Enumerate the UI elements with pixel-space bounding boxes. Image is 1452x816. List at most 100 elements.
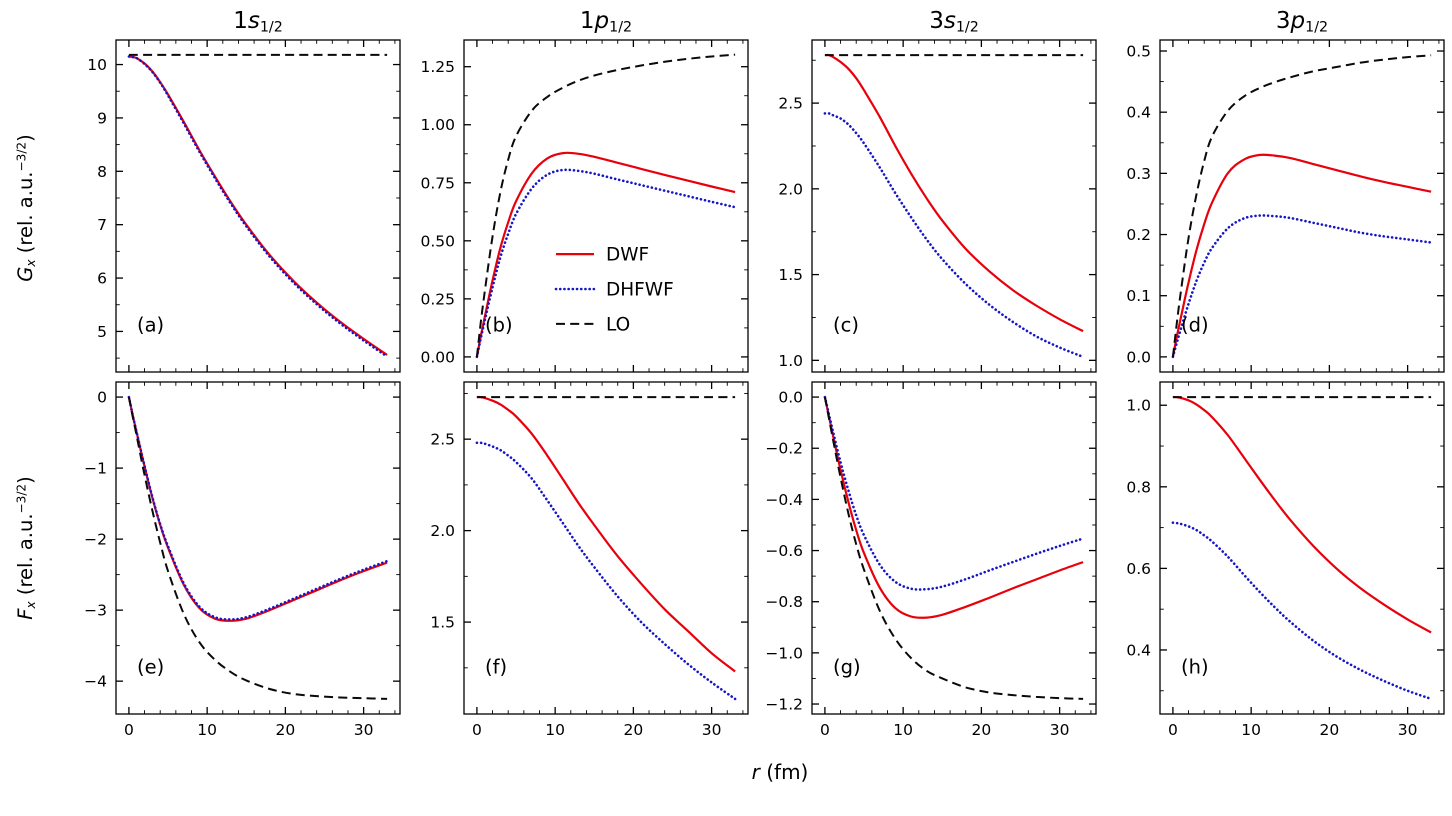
curve-lo-d (1171, 54, 1432, 358)
curve-dwf-b (475, 151, 736, 358)
text-segment: x (24, 601, 39, 609)
legend-label-dwf: DWF (606, 245, 649, 266)
curve-dhfwf-f (475, 441, 737, 701)
y-axis-label-bottom: Fx (rel. a.u.−3/2) (14, 476, 38, 619)
curve-dhfwf-c (823, 111, 1085, 359)
text-segment: s (943, 8, 956, 34)
y-tick-label: −1.2 (765, 696, 803, 714)
y-tick-label: 1.5 (430, 614, 455, 632)
text-segment: 1/2 (955, 19, 979, 36)
panels-grid: 1s1/2 5 6 7 8 9 10 (a) 1p1/2 0.00 0.25 0.50 0.75 1.00… (60, 6, 1452, 754)
y-tick-label: 1.0 (778, 352, 803, 370)
panel-e-plot: 0 −1 −2 −3 −4 0 10 20 30 (e) (84, 381, 401, 739)
axes-frame (1159, 381, 1445, 715)
y-tick-label: −0.6 (765, 542, 803, 560)
panel-cell-d: 3p1/2 0.0 0.1 0.2 0.3 0.4 0.5 (d) (1104, 6, 1452, 374)
text-segment: 1/2 (609, 19, 633, 36)
x-tick-label: 30 (1050, 721, 1070, 739)
y-tick-label: 0.1 (1126, 287, 1151, 305)
panel-letter-g: (g) (833, 655, 861, 678)
y-tick-label: 0.0 (1126, 348, 1151, 366)
text-segment: −3/2 (14, 483, 29, 514)
panel-title-a: 1s1/2 (84, 6, 432, 38)
text-segment: s (247, 8, 260, 34)
curves-group (127, 53, 389, 358)
y-tick-label: 0 (97, 389, 107, 407)
axes-frame (463, 381, 749, 715)
curves-group (1171, 54, 1433, 359)
text-segment: −3/2 (14, 141, 29, 172)
y-tick-label: 0.4 (1126, 104, 1151, 122)
x-tick-label: 20 (276, 721, 296, 739)
tick-labels-group: 1.5 2.0 2.5 0 10 20 30 (430, 431, 721, 739)
y-axis-label-top: Gx (rel. a.u.−3/2) (14, 134, 38, 281)
x-axis-label: r (fm) (752, 760, 809, 784)
text-segment: 1 (233, 8, 248, 34)
curves-group (475, 53, 737, 359)
y-tick-label: 0.5 (1126, 43, 1151, 61)
curve-dhfwf-g (823, 395, 1085, 591)
text-segment: p (594, 8, 610, 34)
y-tick-label: 0.25 (420, 290, 455, 308)
panel-cell-e: 0 −1 −2 −3 −4 0 10 20 30 (e) (60, 380, 408, 754)
curve-dhfwf-e (127, 395, 389, 621)
panel-letter-f: (f) (485, 655, 507, 678)
panel-letter-a: (a) (137, 313, 164, 336)
text-segment: x (24, 259, 39, 267)
text-segment: 1 (579, 8, 595, 34)
tick-labels-group: 0.0 −0.2 −0.4 −0.6 −0.8 −1.0 −1.2 0 10 20 30 (765, 389, 1069, 739)
text-segment: (fm) (759, 760, 809, 784)
tick-labels-group: 0.00 0.25 0.50 0.75 1.00 1.25 (420, 58, 455, 366)
panel-cell-b: 1p1/2 0.00 0.25 0.50 0.75 1.00 1.25 (b) DWF DHFWF… (408, 6, 756, 374)
y-tick-label: 0.75 (420, 174, 455, 192)
y-tick-label: 0.6 (1126, 560, 1151, 578)
panel-b-plot: 0.00 0.25 0.50 0.75 1.00 1.25 (b) DWF DHFWF LO (420, 39, 749, 373)
y-tick-label: −0.2 (765, 440, 803, 458)
text-segment: p (1290, 8, 1306, 34)
y-tick-label: 0.4 (1126, 641, 1151, 659)
y-tick-label: 2.5 (430, 431, 455, 449)
text-segment: 1/2 (1305, 19, 1329, 36)
curve-dwf-g (823, 396, 1084, 619)
text-segment: (rel. a.u. (13, 171, 37, 260)
curves-group (1171, 395, 1433, 701)
x-tick-label: 0 (472, 721, 482, 739)
y-tick-label: 0.00 (420, 348, 455, 366)
x-tick-label: 30 (1398, 721, 1418, 739)
y-tick-label: −4 (84, 673, 107, 691)
tick-labels-group: 0.4 0.6 0.8 1.0 0 10 20 30 (1126, 397, 1417, 739)
curve-dwf-f (476, 395, 736, 673)
panel-cell-g: 0.0 −0.2 −0.4 −0.6 −0.8 −1.0 −1.2 0 10 20 30 (g) (756, 380, 1104, 754)
y-tick-label: 0.0 (778, 389, 803, 407)
ticks-group (116, 40, 400, 372)
y-tick-label: 7 (97, 216, 107, 234)
curve-dwf-e (127, 396, 388, 622)
text-segment: ) (13, 476, 37, 484)
text-segment: 1/2 (259, 19, 283, 36)
panel-title-d: 3p1/2 (1128, 6, 1452, 38)
y-tick-label: 1.0 (1126, 397, 1151, 415)
x-tick-label: 20 (1320, 721, 1340, 739)
legend-label-lo: LO (606, 314, 630, 335)
text-segment: (rel. a.u. (13, 513, 37, 602)
x-tick-label: 0 (124, 721, 134, 739)
curves-group (475, 395, 737, 701)
y-tick-label: 1.25 (420, 58, 455, 76)
y-tick-label: 0.2 (1126, 226, 1151, 244)
panel-cell-h: 0.4 0.6 0.8 1.0 0 10 20 30 (h) (1104, 380, 1452, 754)
curve-dhfwf-b (475, 168, 737, 359)
axes-frame (811, 381, 1097, 715)
x-tick-label: 0 (820, 721, 830, 739)
tick-labels-group: 0.0 0.1 0.2 0.3 0.4 0.5 (1126, 43, 1151, 367)
curve-lo-b (475, 53, 736, 358)
x-tick-label: 10 (197, 721, 217, 739)
curve-dhfwf-h (1171, 521, 1433, 701)
x-tick-label: 20 (972, 721, 992, 739)
ticks-group (464, 40, 748, 372)
y-tick-label: 1.00 (420, 116, 455, 134)
x-tick-label: 0 (1168, 721, 1178, 739)
y-tick-label: 2.0 (778, 180, 803, 198)
y-tick-label: −2 (84, 531, 107, 549)
x-tick-label: 20 (624, 721, 644, 739)
text-segment: 3 (1275, 8, 1291, 34)
